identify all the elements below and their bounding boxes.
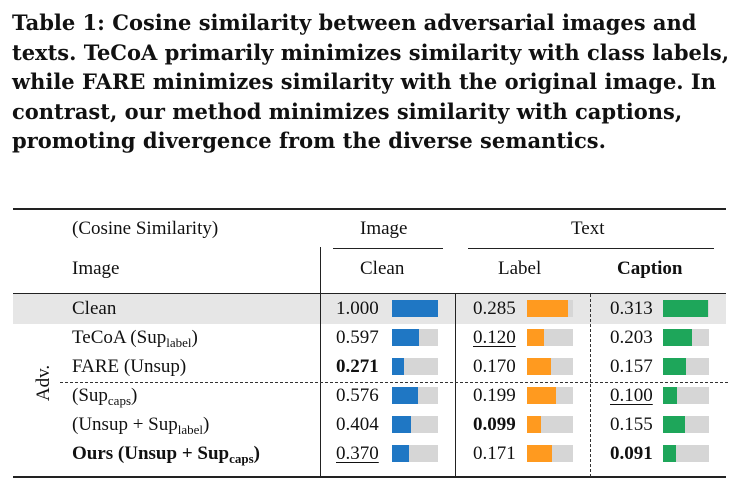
clean-bar: [392, 329, 419, 346]
clean-value: 0.404: [336, 414, 379, 435]
caption-value: 0.100: [610, 385, 653, 406]
label-bar: [527, 387, 556, 404]
bottom-rule: [13, 476, 726, 478]
caption-value: 0.091: [610, 443, 653, 464]
label-bar: [527, 300, 568, 317]
caption-bar-track: [663, 300, 709, 317]
row-name-main: FARE (Unsup): [72, 356, 187, 377]
row-name: FARE (Unsup): [72, 356, 186, 378]
header-rule: [13, 293, 726, 294]
clean-bar-track: [392, 445, 438, 462]
caption-bar: [663, 329, 692, 346]
clean-bar-track: [392, 416, 438, 433]
caption-bar: [663, 300, 708, 317]
column-header-caption: Caption: [617, 258, 683, 279]
label-value: 0.285: [473, 298, 516, 319]
column-header-clean: Clean: [360, 258, 405, 279]
caption-bar-track: [663, 329, 709, 346]
row-header-image: Image: [72, 258, 120, 279]
row-name-subscript: caps: [107, 393, 132, 408]
clean-value: 0.597: [336, 327, 379, 348]
row-name-main: (Sup: [72, 385, 108, 406]
label-value: 0.170: [473, 356, 516, 377]
table-caption: Table 1: Cosine similarity between adver…: [12, 8, 737, 156]
clean-bar: [392, 387, 418, 404]
row-name-main: Clean: [72, 298, 117, 319]
group-header-text: Text: [571, 218, 605, 239]
text-group-rule: [468, 248, 714, 249]
caption-bar: [663, 387, 677, 404]
caption-bar: [663, 416, 685, 433]
row-name-subscript: caps: [229, 451, 254, 466]
label-bar-track: [527, 300, 573, 317]
label-bar-track: [527, 329, 573, 346]
name-column-divider: [320, 247, 321, 477]
label-bar: [527, 329, 544, 346]
image-text-divider: [455, 294, 456, 477]
caption-value: 0.203: [610, 327, 653, 348]
label-bar: [527, 358, 551, 375]
caption-bar: [663, 445, 676, 462]
caption-bar-track: [663, 387, 709, 404]
clean-bar-track: [392, 300, 438, 317]
row-name: Ours (Unsup + Supcaps): [72, 443, 260, 465]
label-bar-track: [527, 387, 573, 404]
clean-bar-track: [392, 358, 438, 375]
clean-bar: [392, 445, 409, 462]
label-value: 0.171: [473, 443, 516, 464]
clean-value: 1.000: [336, 298, 379, 319]
label-bar: [527, 445, 552, 462]
label-bar-track: [527, 358, 573, 375]
label-caption-divider: [590, 294, 591, 477]
row-name-subscript: label: [166, 335, 192, 350]
clean-bar: [392, 358, 404, 375]
clean-bar-track: [392, 329, 438, 346]
adv-group-label: Adv.: [33, 364, 55, 402]
adv-group-divider: [60, 382, 728, 383]
caption-bar-track: [663, 416, 709, 433]
image-group-rule: [333, 248, 443, 249]
caption-value: 0.157: [610, 356, 653, 377]
clean-bar: [392, 416, 411, 433]
row-name-tail: ): [253, 443, 260, 464]
caption-text: Cosine similarity between adversarial im…: [12, 10, 730, 153]
top-rule: [13, 208, 726, 210]
row-name-subscript: label: [177, 422, 203, 437]
corner-header: (Cosine Similarity): [72, 218, 219, 239]
row-name-main: Ours (Unsup + Sup: [72, 443, 230, 464]
row-name: Clean: [72, 298, 116, 320]
clean-value: 0.271: [336, 356, 379, 377]
label-value: 0.120: [473, 327, 516, 348]
label-bar-track: [527, 416, 573, 433]
row-name-main: (Unsup + Sup: [72, 414, 178, 435]
clean-row-shade: [13, 294, 726, 324]
caption-label: Table 1:: [12, 10, 105, 35]
caption-bar-track: [663, 445, 709, 462]
row-name-tail: ): [131, 385, 138, 406]
row-name: (Unsup + Suplabel): [72, 414, 209, 436]
clean-value: 0.370: [336, 443, 379, 464]
clean-bar: [392, 300, 438, 317]
caption-value: 0.155: [610, 414, 653, 435]
clean-bar-track: [392, 387, 438, 404]
clean-value: 0.576: [336, 385, 379, 406]
row-name-tail: ): [203, 414, 210, 435]
label-bar: [527, 416, 541, 433]
label-bar-track: [527, 445, 573, 462]
column-header-label: Label: [498, 258, 542, 279]
row-name: (Supcaps): [72, 385, 137, 407]
caption-bar-track: [663, 358, 709, 375]
group-header-image: Image: [360, 218, 408, 239]
label-value: 0.099: [473, 414, 516, 435]
caption-bar: [663, 358, 686, 375]
row-name-main: TeCoA (Sup: [72, 327, 167, 348]
label-value: 0.199: [473, 385, 516, 406]
row-name: TeCoA (Suplabel): [72, 327, 198, 349]
row-name-tail: ): [191, 327, 198, 348]
caption-value: 0.313: [610, 298, 653, 319]
